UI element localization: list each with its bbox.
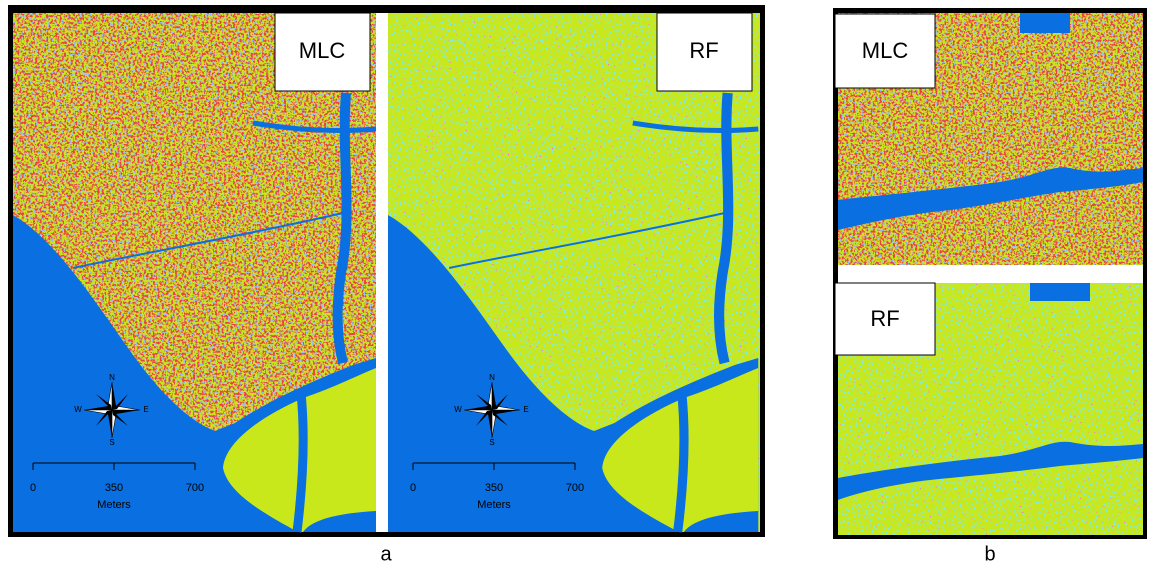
- figure: MLC RF N S E W N S E W 0 350 700 Meters 0 350…: [0, 0, 1160, 568]
- compass-e: E: [523, 405, 528, 414]
- compass-n: N: [109, 373, 115, 382]
- scale-label: 0: [30, 482, 36, 494]
- compass-s: S: [109, 438, 114, 447]
- compass-w: W: [454, 405, 462, 414]
- scale-label: 700: [566, 482, 584, 494]
- map-title: RF: [689, 38, 718, 63]
- map-title: MLC: [862, 38, 909, 63]
- map-title: MLC: [299, 38, 346, 63]
- compass-e: E: [143, 405, 148, 414]
- scale-label: 350: [105, 482, 123, 494]
- scale-label: 0: [410, 482, 416, 494]
- panel-label: a: [380, 543, 392, 565]
- map-title: RF: [870, 306, 899, 331]
- panel-label: b: [984, 543, 995, 565]
- scale-label: 350: [485, 482, 503, 494]
- divider: [838, 265, 1143, 283]
- scale-unit: Meters: [477, 499, 511, 511]
- divider: [376, 13, 388, 532]
- scale-label: 700: [186, 482, 204, 494]
- scale-unit: Meters: [97, 499, 131, 511]
- compass-n: N: [489, 373, 495, 382]
- compass-w: W: [74, 405, 82, 414]
- compass-s: S: [489, 438, 494, 447]
